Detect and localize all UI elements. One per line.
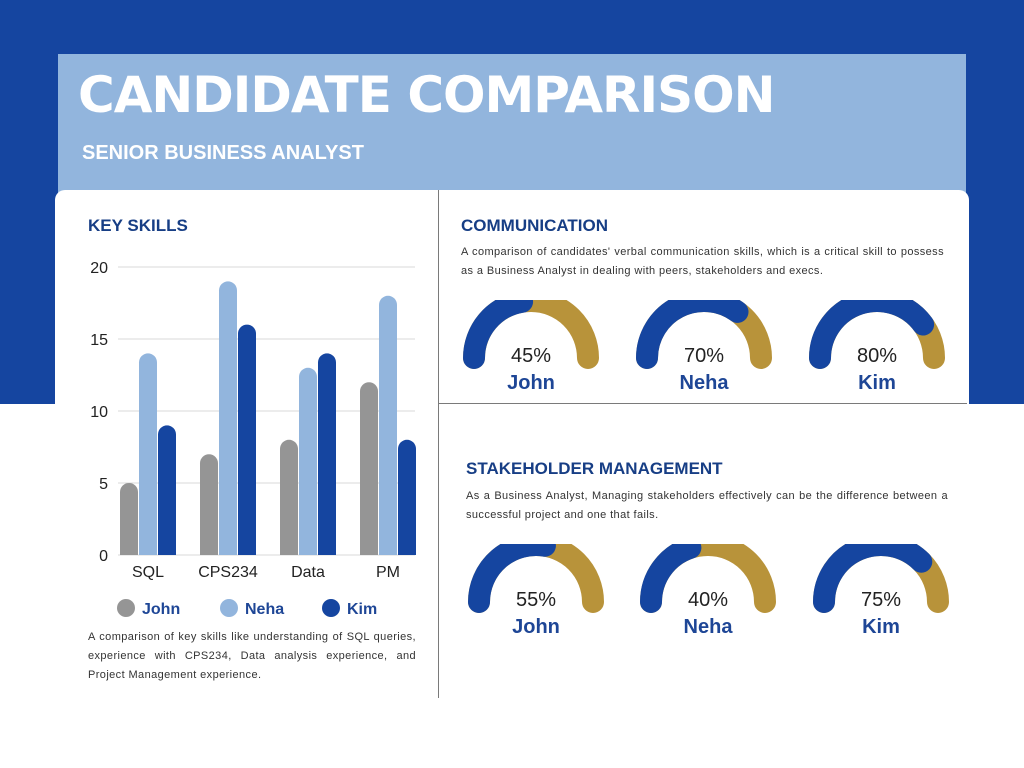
- x-tick-label: Data: [291, 564, 325, 581]
- communication-gauge-john: 45% John: [461, 300, 601, 400]
- gauge-candidate-name: John: [507, 372, 555, 394]
- page-title: CANDIDATE COMPARISON: [78, 66, 776, 124]
- stakeholder-title: STAKEHOLDER MANAGEMENT: [466, 459, 723, 478]
- gauge-fill: [463, 300, 534, 369]
- communication-gauge-neha: 70% Neha: [634, 300, 774, 400]
- y-tick-label: 0: [99, 548, 108, 565]
- bar-neha-cps234: [219, 281, 237, 555]
- gauge-arc: [809, 300, 945, 369]
- bar-neha-pm: [379, 295, 397, 555]
- legend-swatch-neha: [220, 599, 238, 617]
- gauge-candidate-name: John: [512, 616, 560, 638]
- gauge-arc: [468, 544, 604, 613]
- y-tick-label: 15: [90, 332, 108, 349]
- bar-neha-data: [299, 367, 317, 555]
- legend-label-neha: Neha: [245, 601, 284, 618]
- legend-swatch-kim: [322, 599, 340, 617]
- key-skills-title: KEY SKILLS: [88, 216, 188, 235]
- stakeholder-gauge-neha: 40% Neha: [638, 544, 778, 644]
- header-band: [58, 54, 966, 194]
- vertical-divider: [438, 190, 439, 698]
- y-tick-label: 10: [90, 404, 108, 421]
- bar-john-sql: [120, 483, 138, 555]
- horizontal-divider: [439, 403, 967, 404]
- gauge-candidate-name: Neha: [679, 372, 729, 394]
- bar-kim-sql: [158, 425, 176, 555]
- bar-kim-data: [318, 353, 336, 555]
- gauge-arc: [636, 300, 772, 369]
- legend-swatch-john: [117, 599, 135, 617]
- bar-kim-cps234: [238, 324, 256, 555]
- gauge-percent: 80%: [856, 345, 898, 367]
- gauge-arc: [813, 544, 949, 613]
- y-tick-label: 5: [99, 476, 108, 493]
- legend-label-john: John: [142, 601, 180, 618]
- stakeholder-description: As a Business Analyst, Managing stakehol…: [466, 490, 948, 521]
- y-tick-label: 20: [90, 260, 108, 277]
- bar-john-pm: [360, 382, 378, 555]
- communication-description: A comparison of candidates' verbal commu…: [461, 246, 944, 277]
- key-skills-bar-chart: 0 5 10 15 20 SQL CPS234 Data PM John Neha Kim: [90, 260, 416, 618]
- bar-john-cps234: [200, 454, 218, 555]
- gauge-fill: [640, 544, 702, 613]
- gauge-arc: [640, 544, 776, 613]
- x-tick-label: PM: [376, 564, 400, 581]
- key-skills-description: A comparison of key skills like understa…: [88, 631, 416, 681]
- stakeholder-gauge-kim: 75% Kim: [811, 544, 951, 644]
- gauge-candidate-name: Kim: [862, 616, 900, 638]
- gauge-fill: [813, 544, 933, 613]
- gauge-percent: 40%: [687, 589, 729, 611]
- x-tick-label: CPS234: [198, 564, 258, 581]
- x-tick-label: SQL: [132, 564, 164, 581]
- stakeholder-gauge-john: 55% John: [466, 544, 606, 644]
- legend-label-kim: Kim: [347, 601, 377, 618]
- page-subtitle: SENIOR BUSINESS ANALYST: [82, 142, 364, 164]
- bar-kim-pm: [398, 439, 416, 555]
- gauge-fill: [809, 300, 935, 369]
- gauge-percent: 70%: [683, 345, 725, 367]
- gauge-fill: [468, 544, 556, 613]
- gauge-fill: [636, 300, 749, 369]
- gauge-arc: [463, 300, 599, 369]
- communication-gauge-kim: 80% Kim: [807, 300, 947, 400]
- bar-john-data: [280, 439, 298, 555]
- gauge-candidate-name: Neha: [683, 616, 733, 638]
- gauge-percent: 45%: [510, 345, 552, 367]
- gauge-percent: 75%: [860, 589, 902, 611]
- communication-title: COMMUNICATION: [461, 216, 608, 235]
- bar-neha-sql: [139, 353, 157, 555]
- gauge-percent: 55%: [515, 589, 557, 611]
- gauge-candidate-name: Kim: [858, 372, 896, 394]
